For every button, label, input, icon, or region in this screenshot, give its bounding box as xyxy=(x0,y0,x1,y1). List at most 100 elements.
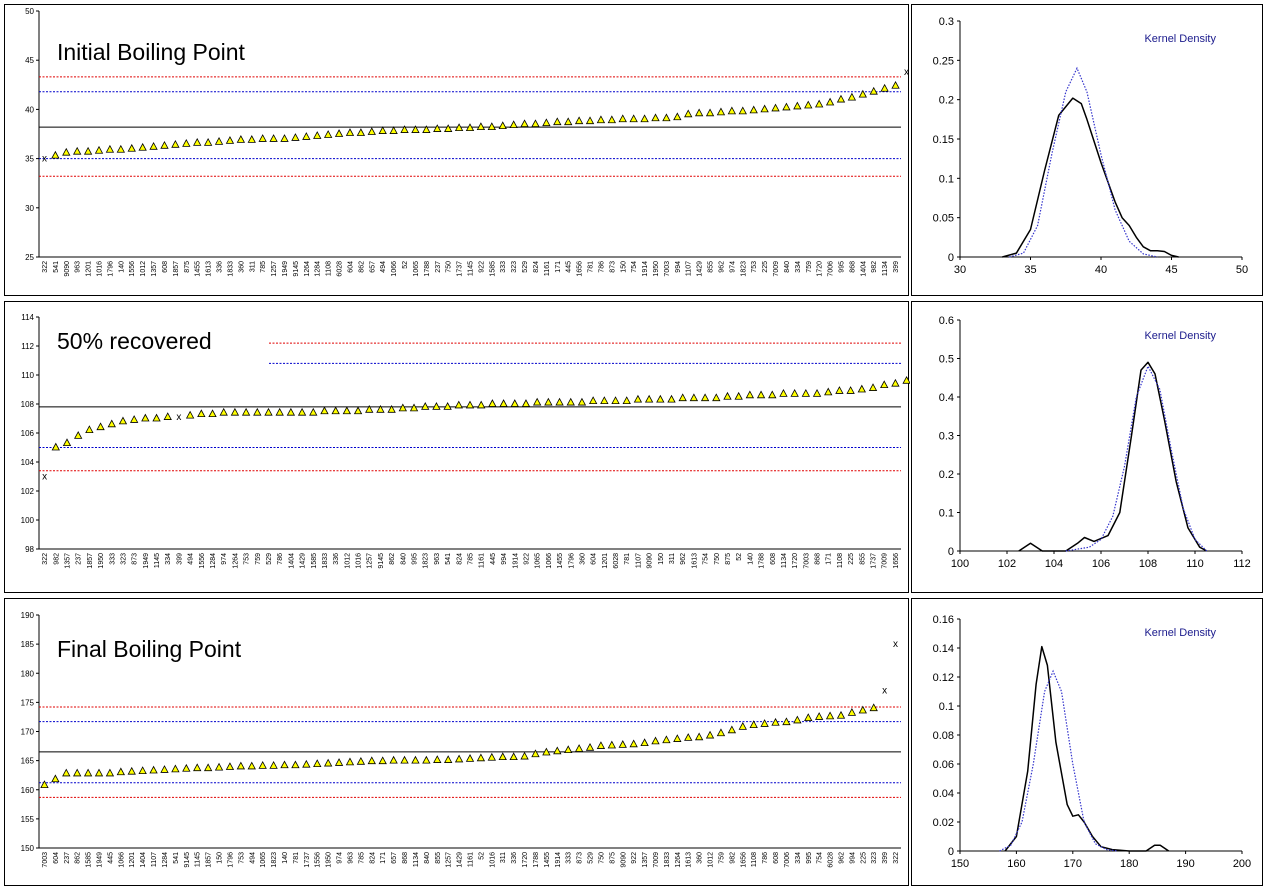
y-tick-label: 175 xyxy=(21,698,35,707)
data-point xyxy=(241,407,251,416)
scatter-plot: 150 155 160 165 170 175 180 185 190 7003 604 237 862… xyxy=(21,611,901,868)
data-point xyxy=(422,755,431,764)
x-tick-label: 494 xyxy=(380,261,387,273)
x-tick-label: 6028 xyxy=(828,852,835,868)
x-tick-label: 102 xyxy=(998,558,1016,570)
data-point xyxy=(477,400,486,409)
x-tick-label: 1134 xyxy=(882,261,889,276)
data-point xyxy=(152,413,161,422)
x-tick-label: 785 xyxy=(358,852,365,864)
x-tick-label: 1284 xyxy=(315,261,322,277)
y-tick-label: 0.4 xyxy=(939,392,954,404)
data-point xyxy=(793,715,802,724)
x-tick-label: 334 xyxy=(795,261,802,273)
x-tick-label: 9090 xyxy=(647,553,654,569)
outlier-mark: x xyxy=(904,67,909,78)
x-tick-label: 840 xyxy=(424,852,431,864)
data-point xyxy=(163,412,172,420)
x-tick-label: 445 xyxy=(107,852,114,864)
x-tick-label: 1429 xyxy=(697,261,704,277)
x-tick-label: 1065 xyxy=(413,261,420,277)
data-point xyxy=(225,762,235,770)
x-tick-label: 824 xyxy=(456,553,463,565)
data-point xyxy=(280,760,289,769)
x-tick-label: 112 xyxy=(1233,558,1251,570)
x-tick-label: 7009 xyxy=(882,553,889,569)
x-tick-label: 1429 xyxy=(457,852,464,868)
data-point xyxy=(51,774,60,783)
y-tick-label: 0.6 xyxy=(939,315,954,327)
x-tick-label: 963 xyxy=(347,852,354,864)
x-tick-label: 237 xyxy=(76,553,83,565)
x-tick-label: 1012 xyxy=(708,852,715,868)
density-curve-solid xyxy=(1018,361,1208,552)
x-tick-label: 360 xyxy=(579,553,586,565)
data-point xyxy=(836,710,846,719)
x-tick-label: 106 xyxy=(1092,558,1110,570)
x-tick-label: 1429 xyxy=(300,553,307,569)
x-tick-label: 1134 xyxy=(413,852,420,867)
x-tick-label: 1257 xyxy=(367,553,374,569)
x-tick-label: 922 xyxy=(523,553,530,565)
x-tick-label: 875 xyxy=(609,852,616,864)
x-tick-label: 982 xyxy=(871,261,878,273)
data-point xyxy=(334,129,344,137)
x-tick-label: 1949 xyxy=(143,553,150,569)
x-tick-label: 311 xyxy=(500,852,507,863)
x-tick-label: 1914 xyxy=(555,852,562,868)
data-point xyxy=(756,390,766,399)
data-point xyxy=(51,442,60,451)
x-tick-label: 6028 xyxy=(337,261,344,277)
x-tick-label: 750 xyxy=(598,852,605,864)
outlier-mark: x xyxy=(42,472,47,483)
x-tick-label: 7006 xyxy=(828,261,835,277)
x-tick-label: 1556 xyxy=(315,852,322,868)
x-tick-label: 541 xyxy=(53,261,60,273)
x-tick-label: 100 xyxy=(951,558,969,570)
data-point xyxy=(825,97,835,106)
x-tick-label: 604 xyxy=(591,553,598,565)
x-tick-label: 150 xyxy=(620,261,627,273)
x-tick-label: 1404 xyxy=(140,852,147,868)
data-point xyxy=(116,767,126,776)
y-tick-label: 0.06 xyxy=(933,759,954,771)
x-tick-label: 1016 xyxy=(97,261,104,277)
x-tick-label: 1107 xyxy=(151,852,158,867)
data-point xyxy=(651,736,660,745)
data-point xyxy=(716,728,726,737)
x-tick-label: 311 xyxy=(669,553,676,564)
data-point xyxy=(745,390,755,399)
data-point xyxy=(498,752,507,761)
data-point xyxy=(264,407,273,416)
x-tick-label: 1788 xyxy=(424,261,431,277)
data-point xyxy=(236,135,246,143)
data-point xyxy=(422,125,431,133)
data-point xyxy=(85,425,94,434)
x-tick-label: 963 xyxy=(75,261,82,273)
x-tick-label: 1737 xyxy=(457,261,464,277)
data-point xyxy=(62,147,71,156)
data-point xyxy=(94,145,104,154)
x-tick-label: 781 xyxy=(624,553,631,565)
x-tick-label: 1201 xyxy=(602,553,609,569)
data-point xyxy=(203,763,213,772)
x-tick-label: 323 xyxy=(120,553,127,565)
data-point xyxy=(622,396,631,404)
x-tick-label: 1145 xyxy=(195,852,202,867)
data-point xyxy=(389,126,398,134)
y-tick-label: 150 xyxy=(21,844,35,853)
y-tick-label: 0.1 xyxy=(939,508,954,520)
x-tick-label: 1107 xyxy=(686,261,693,276)
x-tick-label: 785 xyxy=(468,553,475,565)
data-point xyxy=(203,138,213,146)
x-tick-label: 50 xyxy=(1236,264,1248,276)
x-tick-label: 759 xyxy=(806,261,813,273)
data-point xyxy=(564,117,573,126)
y-tick-label: 100 xyxy=(21,516,35,525)
data-point xyxy=(768,390,777,399)
data-point xyxy=(689,393,699,402)
data-point xyxy=(694,732,704,741)
x-tick-label: 1796 xyxy=(107,261,114,277)
data-point xyxy=(629,114,638,123)
x-tick-label: 1201 xyxy=(129,852,136,868)
